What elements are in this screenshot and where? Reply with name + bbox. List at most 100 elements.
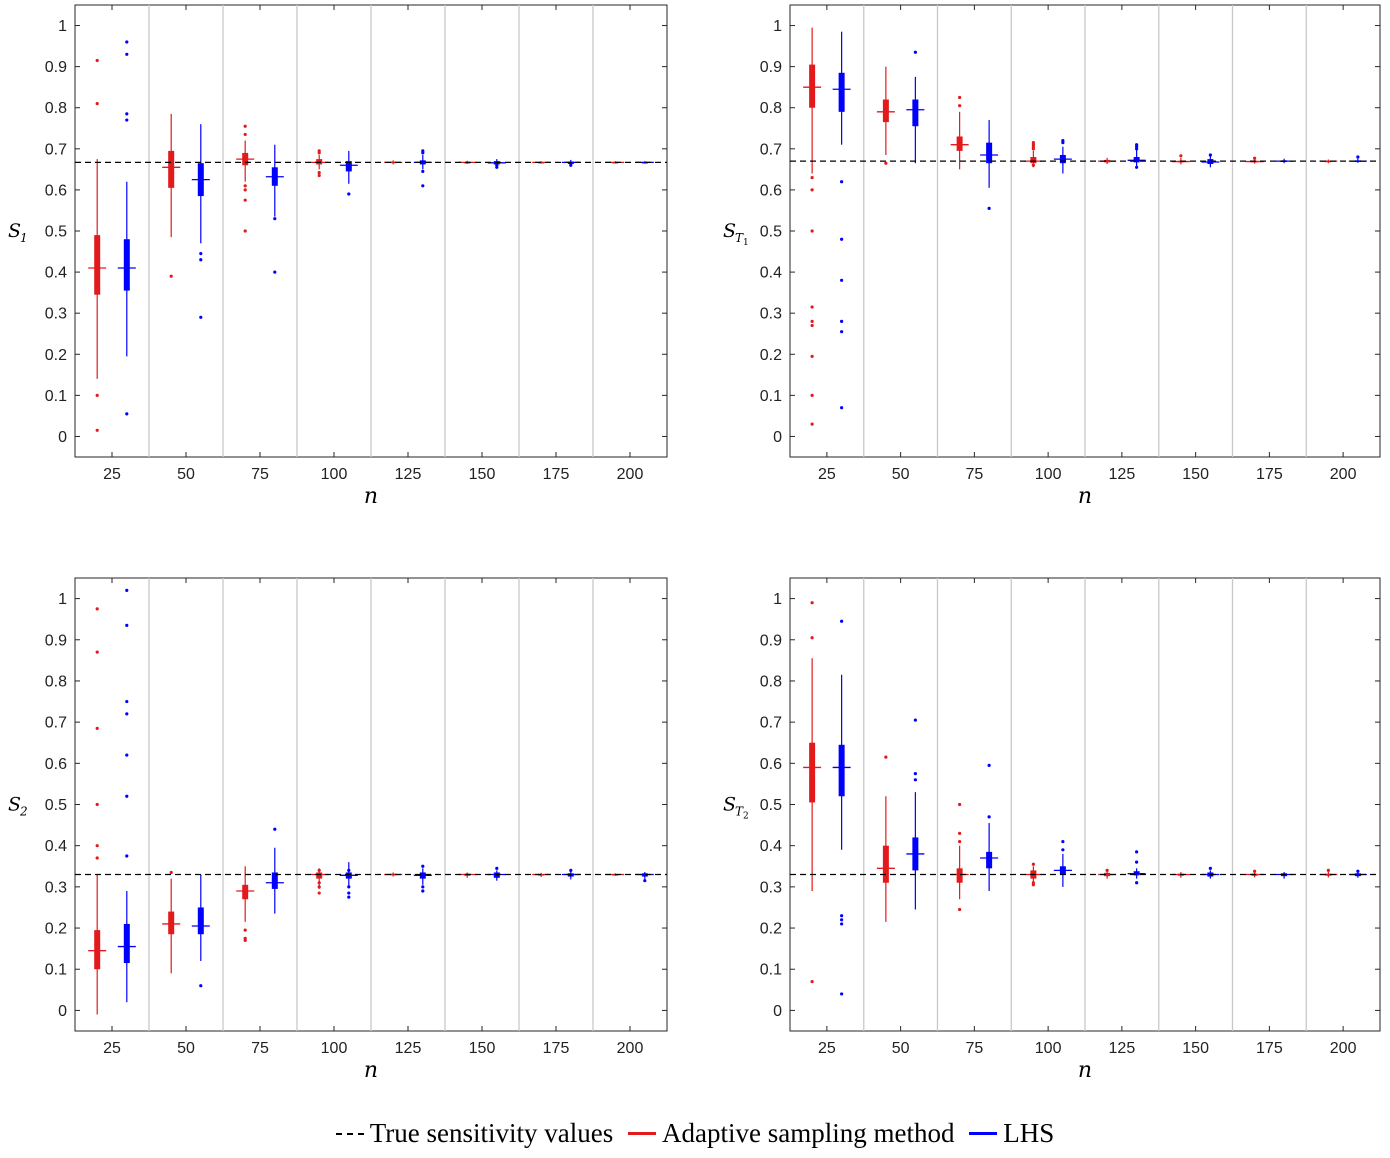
y-axis-label: S (723, 220, 736, 242)
box-lhs (980, 763, 999, 891)
box-lhs (1053, 839, 1072, 887)
y-tick-label: 0.7 (45, 141, 67, 158)
y-tick-label: 1 (773, 591, 782, 608)
box-outlier (95, 856, 99, 860)
y-tick-label: 0.6 (760, 756, 782, 773)
legend-item-adaptive: Adaptive sampling method (628, 1118, 954, 1149)
box-lhs (906, 718, 925, 910)
box-outlier (1135, 143, 1139, 147)
box-body (912, 99, 919, 127)
box-outlier (199, 258, 203, 262)
box-outlier (125, 588, 129, 592)
box-outlier (840, 319, 844, 323)
y-tick-label: 0.2 (45, 347, 67, 364)
box-outlier (95, 726, 99, 730)
box-lhs (191, 874, 210, 988)
box-outlier (810, 354, 814, 358)
box-outlier (913, 772, 917, 776)
box-outlier (317, 885, 321, 889)
x-tick-label: 125 (1109, 1040, 1136, 1057)
box-outlier (810, 229, 814, 233)
box-outlier (1253, 869, 1257, 873)
box-outlier (840, 619, 844, 623)
y-tick-label: 0.4 (760, 265, 782, 282)
box-outlier (243, 188, 247, 192)
box-outlier (125, 112, 129, 116)
box-outlier (958, 104, 962, 108)
y-tick-label: 0.5 (760, 797, 782, 814)
x-tick-label: 175 (543, 1040, 570, 1057)
box-lhs (1127, 850, 1146, 885)
box-lhs (191, 124, 210, 319)
box-body (168, 150, 175, 188)
box-outlier (840, 180, 844, 184)
box-outlier (125, 699, 129, 704)
y-tick-label: 0.8 (760, 673, 782, 690)
box-outlier (913, 718, 917, 722)
box-outlier (810, 393, 814, 397)
box-outlier (1031, 163, 1035, 167)
box-body (882, 845, 889, 883)
box-outlier (810, 175, 814, 180)
box-adaptive (162, 870, 181, 974)
box-adaptive (803, 601, 822, 984)
x-tick-label: 100 (1035, 466, 1062, 483)
y-tick-label: 0.3 (45, 306, 67, 323)
box-outlier (317, 173, 321, 178)
box-adaptive (876, 755, 895, 922)
box-outlier (347, 192, 351, 196)
box-outlier (317, 171, 321, 175)
legend-label-adaptive: Adaptive sampling method (662, 1118, 955, 1148)
x-tick-label: 50 (892, 1040, 910, 1057)
y-axis-label: S (8, 794, 21, 816)
box-outlier (95, 428, 99, 432)
box-outlier (317, 149, 321, 153)
x-tick-label: 100 (321, 466, 348, 483)
x-tick-label: 100 (1035, 1040, 1062, 1057)
box-outlier (958, 831, 962, 835)
legend-swatch-red (628, 1132, 657, 1136)
box-outlier (1061, 839, 1065, 844)
y-tick-label: 0.8 (45, 673, 67, 690)
y-tick-label: 0.4 (760, 838, 782, 855)
box-outlier (1135, 860, 1139, 864)
box-outlier (273, 270, 277, 274)
x-tick-label: 25 (818, 1040, 836, 1057)
box-outlier (1105, 868, 1109, 872)
y-axis-label: S (8, 220, 21, 242)
y-axis-label-subscript: 2 (19, 805, 28, 819)
y-tick-label: 0 (58, 429, 67, 446)
y-tick-label: 0.4 (45, 265, 67, 282)
y-axis-label-subsubscript: 2 (743, 812, 749, 822)
box-outlier (643, 879, 647, 883)
legend-swatch-blue (969, 1132, 998, 1136)
box-outlier (243, 229, 247, 233)
box-outlier (810, 188, 814, 192)
box-adaptive (236, 866, 255, 943)
y-tick-label: 0.7 (760, 141, 782, 158)
box-outlier (569, 163, 573, 167)
box-outlier (95, 650, 99, 654)
box-outlier (840, 278, 844, 282)
box-outlier (569, 868, 573, 872)
box-adaptive (803, 27, 822, 426)
box-outlier (347, 891, 351, 895)
y-tick-label: 0.2 (760, 347, 782, 364)
y-tick-label: 0.1 (45, 962, 67, 979)
box-lhs (265, 827, 284, 914)
box-outlier (958, 839, 962, 844)
y-tick-label: 1 (58, 591, 67, 608)
y-tick-label: 0.8 (45, 100, 67, 117)
box-outlier (199, 315, 203, 319)
box-lhs (413, 864, 432, 893)
x-tick-label: 50 (177, 1040, 195, 1057)
box-outlier (810, 323, 814, 328)
box-outlier (317, 891, 321, 895)
box-adaptive (88, 58, 107, 432)
y-tick-label: 0.5 (45, 224, 67, 241)
box-outlier (125, 40, 129, 44)
box-outlier (95, 844, 99, 848)
